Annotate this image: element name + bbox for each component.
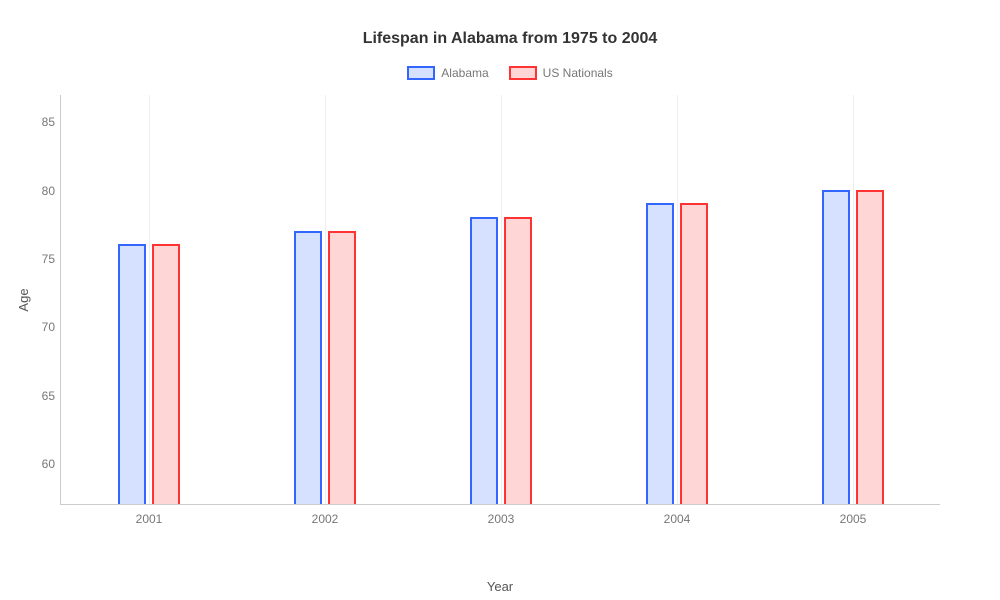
- x-tick-label: 2001: [136, 512, 163, 526]
- legend-swatch: [509, 66, 537, 80]
- bar: [856, 190, 884, 504]
- x-axis-title: Year: [487, 579, 513, 594]
- y-tick-label: 65: [29, 389, 55, 403]
- x-tick-label: 2002: [312, 512, 339, 526]
- bar: [822, 190, 850, 504]
- y-tick-label: 60: [29, 457, 55, 471]
- x-tick-label: 2003: [488, 512, 515, 526]
- bar: [152, 244, 180, 504]
- legend-label: Alabama: [441, 66, 488, 80]
- grid-line: [149, 95, 150, 504]
- bar: [504, 217, 532, 504]
- bar: [470, 217, 498, 504]
- legend-swatch: [407, 66, 435, 80]
- chart-container: Lifespan in Alabama from 1975 to 2004 Al…: [0, 0, 1000, 600]
- legend-item: Alabama: [407, 66, 488, 80]
- y-tick-label: 70: [29, 320, 55, 334]
- plot-area: 60657075808520012002200320042005: [60, 95, 940, 505]
- legend-label: US Nationals: [543, 66, 613, 80]
- chart-title: Lifespan in Alabama from 1975 to 2004: [60, 30, 960, 48]
- grid-line: [677, 95, 678, 504]
- grid-line: [853, 95, 854, 504]
- x-tick-label: 2004: [664, 512, 691, 526]
- bar: [328, 231, 356, 504]
- y-tick-label: 75: [29, 252, 55, 266]
- y-tick-label: 85: [29, 115, 55, 129]
- bar: [118, 244, 146, 504]
- bar: [294, 231, 322, 504]
- legend-item: US Nationals: [509, 66, 613, 80]
- bar: [646, 203, 674, 504]
- y-axis-title: Age: [16, 288, 31, 311]
- legend: Alabama US Nationals: [60, 66, 960, 80]
- y-tick-label: 80: [29, 184, 55, 198]
- bar: [680, 203, 708, 504]
- grid-line: [501, 95, 502, 504]
- grid-line: [325, 95, 326, 504]
- x-tick-label: 2005: [840, 512, 867, 526]
